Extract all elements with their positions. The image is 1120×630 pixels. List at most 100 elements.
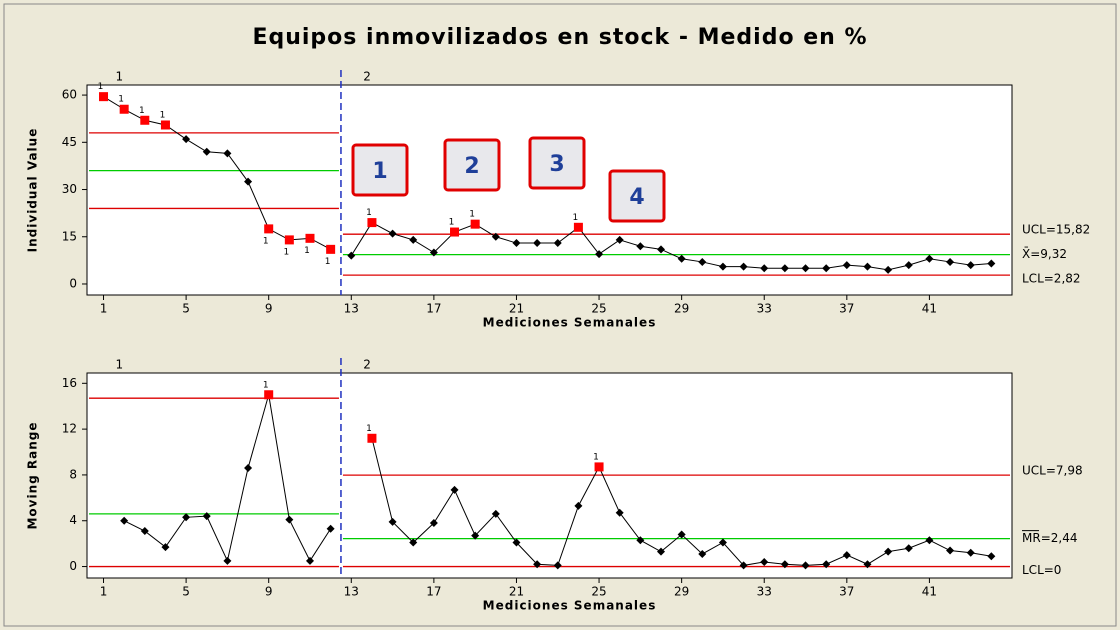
test-label: 1 (366, 208, 372, 218)
data-point (801, 264, 810, 273)
x-tick-label: 1 (100, 585, 108, 599)
x-tick-label: 29 (674, 585, 689, 599)
data-point (244, 177, 253, 186)
data-point (780, 560, 789, 569)
test-label: 1 (449, 218, 455, 228)
x-tick-label: 17 (426, 302, 441, 316)
data-point (801, 561, 810, 570)
test-label: 1 (304, 246, 310, 256)
data-point (718, 262, 727, 271)
flagged-point (450, 227, 460, 237)
x-tick-label: 5 (182, 302, 190, 316)
test-label: 1 (366, 424, 372, 434)
annotation: 4 (629, 185, 644, 210)
flagged-point (573, 222, 583, 232)
data-point (429, 519, 438, 528)
x-tick-label: 21 (509, 585, 524, 599)
chart-title: Equipos inmovilizados en stock - Medido … (252, 25, 867, 50)
y-axis-label: Individual Value (26, 128, 40, 253)
data-point (202, 147, 211, 156)
data-point (553, 239, 562, 248)
x-tick-label: 29 (674, 302, 689, 316)
limit-label: UCL=15,82 (1022, 223, 1090, 237)
data-point (491, 232, 500, 241)
data-point (182, 135, 191, 144)
x-axis-label: Mediciones Semanales (483, 316, 657, 330)
y-tick-label: 45 (62, 135, 77, 149)
data-point (409, 235, 418, 244)
annotation: 2 (464, 154, 479, 179)
data-point (987, 259, 996, 268)
data-point (822, 264, 831, 273)
stage-label: 1 (116, 358, 124, 372)
y-tick-label: 0 (69, 559, 77, 573)
x-tick-label: 41 (922, 585, 937, 599)
data-point (595, 250, 604, 259)
data-point (884, 547, 893, 556)
stage-label: 2 (363, 70, 371, 84)
data-point (842, 261, 851, 270)
data-point (656, 547, 665, 556)
limit-label: LCL=2,82 (1022, 272, 1081, 286)
flagged-point (264, 224, 274, 234)
data-point (884, 265, 893, 274)
data-point (946, 257, 955, 266)
data-point (760, 264, 769, 273)
data-point (491, 509, 500, 518)
annotation: 1 (372, 159, 387, 184)
data-point (615, 508, 624, 517)
data-point (677, 254, 686, 263)
stage-label: 1 (116, 70, 124, 84)
y-tick-label: 30 (62, 182, 77, 196)
data-point (120, 516, 129, 525)
data-point (698, 257, 707, 266)
stage-label: 2 (363, 358, 371, 372)
data-point (615, 235, 624, 244)
x-tick-label: 13 (344, 585, 359, 599)
flagged-point (326, 244, 336, 254)
data-point (512, 538, 521, 547)
test-label: 1 (263, 236, 269, 246)
flagged-point (99, 92, 109, 102)
test-label: 1 (160, 110, 166, 120)
test-label: 1 (593, 452, 599, 462)
annotation-box (443, 138, 501, 192)
test-label: 1 (325, 257, 331, 267)
x-tick-label: 25 (591, 302, 606, 316)
x-tick-label: 21 (509, 302, 524, 316)
flagged-point (160, 120, 170, 130)
x-tick-label: 41 (922, 302, 937, 316)
flagged-point (119, 104, 129, 114)
y-tick-label: 12 (62, 422, 77, 436)
test-label: 1 (573, 213, 579, 223)
data-point (946, 546, 955, 555)
data-point (863, 560, 872, 569)
data-point (718, 538, 727, 547)
data-point (904, 544, 913, 553)
data-point (223, 556, 232, 565)
x-axis-label: Mediciones Semanales (483, 599, 657, 613)
x-tick-label: 1 (100, 302, 108, 316)
data-point (987, 552, 996, 561)
limit-label: MR=2,44 (1022, 531, 1077, 545)
test-label: 1 (139, 106, 145, 116)
limit-label: UCL=7,98 (1022, 464, 1083, 478)
data-point (739, 262, 748, 271)
y-tick-label: 8 (69, 467, 77, 481)
y-tick-label: 60 (62, 88, 77, 102)
x-tick-label: 13 (344, 302, 359, 316)
data-point (244, 464, 253, 473)
y-tick-label: 4 (69, 513, 77, 527)
data-point (388, 229, 397, 238)
x-tick-label: 33 (757, 302, 772, 316)
annotation: 3 (549, 152, 564, 177)
limit-label: X̄=9,32 (1022, 247, 1067, 261)
data-point (182, 513, 191, 522)
y-tick-label: 0 (69, 276, 77, 290)
data-point (925, 254, 934, 263)
annotation-box (351, 143, 409, 197)
plot-area (86, 84, 1013, 296)
flagged-point (367, 433, 377, 443)
data-point (863, 262, 872, 271)
